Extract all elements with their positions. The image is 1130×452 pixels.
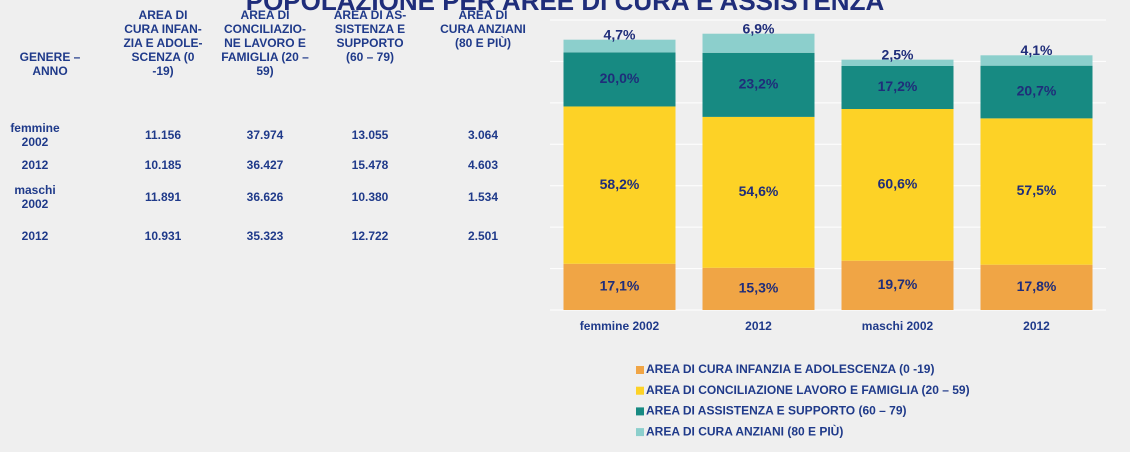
- bar-segment: [841, 59, 954, 66]
- value-label: 23,2%: [739, 76, 779, 92]
- bar-segment: [563, 52, 676, 107]
- value-label: 17,2%: [878, 78, 918, 94]
- table-cell: 3.064: [467, 128, 499, 142]
- value-label: 2,5%: [882, 46, 914, 62]
- legend-swatch: [636, 366, 644, 374]
- row-label: maschi 2002: [14, 183, 56, 211]
- value-label: 58,2%: [600, 176, 640, 192]
- legend-label: AREA DI CURA INFANZIA E ADOLESCENZA (0 -…: [646, 362, 934, 376]
- bar-segment: [702, 52, 815, 117]
- x-tick-label: 2012: [1023, 319, 1050, 333]
- bar-segment: [841, 260, 954, 310]
- legend-label: AREA DI CURA ANZIANI (80 E PIÙ): [646, 423, 843, 438]
- bar-segment: [702, 33, 815, 53]
- page-title: POPOLAZIONE PER AREE DI CURA E ASSISTENZ…: [245, 0, 885, 16]
- bar-segment: [702, 267, 815, 310]
- table-cell: 10.931: [144, 229, 182, 243]
- row-label: 2012: [21, 158, 49, 172]
- table-cell: 11.891: [144, 190, 182, 204]
- bar-segment: [980, 65, 1093, 119]
- table-header: AREA DI CURA INFAN- ZIA E ADOLE- SCENZA …: [123, 8, 203, 78]
- value-label: 4,1%: [1021, 42, 1053, 58]
- legend-swatch: [636, 386, 644, 395]
- table-cell: 11.156: [144, 128, 182, 142]
- legend-swatch: [636, 428, 644, 437]
- x-tick-label: maschi 2002: [862, 319, 934, 333]
- table-cell: 4.603: [467, 158, 499, 172]
- bar-segment: [563, 263, 676, 310]
- row-label: 2012: [21, 229, 49, 243]
- legend-swatch: [636, 407, 644, 416]
- value-label: 57,5%: [1017, 182, 1057, 198]
- table-cell: 2.501: [467, 229, 499, 243]
- bar-segment: [980, 55, 1093, 66]
- x-tick-label: 2012: [745, 319, 772, 333]
- table-cell: 37.974: [246, 128, 284, 142]
- table-cell: 12.722: [351, 229, 389, 243]
- bar-segment: [841, 109, 954, 261]
- bar-segment: [980, 118, 1093, 265]
- bar-segment: [702, 116, 815, 268]
- table-header: GENERE – ANNO: [19, 50, 81, 78]
- legend-label: AREA DI ASSISTENZA E SUPPORTO (60 – 79): [646, 404, 907, 418]
- table-header: AREA DI AS- SISTENZA E SUPPORTO (60 – 79…: [333, 8, 407, 64]
- value-label: 19,7%: [878, 276, 918, 292]
- bar-segment: [841, 65, 954, 110]
- table-cell: 36.427: [246, 158, 284, 172]
- table-cell: 35.323: [246, 229, 284, 243]
- value-label: 17,1%: [600, 278, 640, 294]
- value-label: 54,6%: [739, 183, 779, 199]
- bar-segment: [563, 106, 676, 264]
- value-label: 20,0%: [600, 70, 640, 86]
- x-tick-label: femmine 2002: [580, 319, 660, 333]
- row-label: femmine 2002: [10, 121, 60, 149]
- table-cell: 13.055: [351, 128, 389, 142]
- table-cell: 1.534: [467, 190, 499, 204]
- legend-label: AREA DI CONCILIAZIONE LAVORO E FAMIGLIA …: [646, 383, 970, 397]
- value-label: 17,8%: [1017, 278, 1057, 294]
- table-header: AREA DI CURA ANZIANI (80 E PIÙ): [440, 8, 526, 50]
- table-cell: 36.626: [246, 190, 284, 204]
- bar-segment: [563, 39, 676, 53]
- value-label: 60,6%: [878, 176, 918, 192]
- table-cell: 10.380: [351, 190, 389, 204]
- value-label: 6,9%: [743, 20, 775, 36]
- value-label: 4,7%: [604, 26, 636, 42]
- table-cell: 10.185: [144, 158, 182, 172]
- table-header: AREA DI CONCILIAZIO- NE LAVORO E FAMIGLI…: [221, 8, 309, 78]
- bar-segment: [980, 264, 1093, 310]
- table-cell: 15.478: [351, 158, 389, 172]
- value-label: 15,3%: [739, 280, 779, 296]
- value-label: 20,7%: [1017, 83, 1057, 99]
